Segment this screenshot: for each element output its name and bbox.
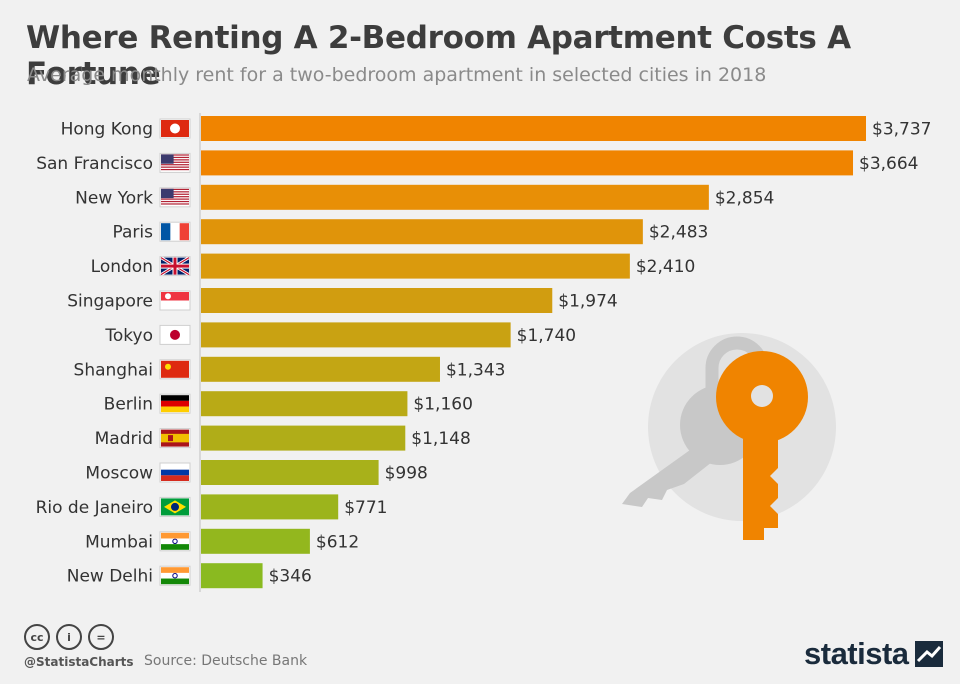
- bar[interactable]: [201, 116, 866, 141]
- flag-hk-icon: [159, 118, 191, 139]
- bar-row: $1,160 Berlin: [104, 391, 473, 417]
- bar-row: $1,740 Tokyo: [104, 322, 576, 348]
- category-label: Rio de Janeiro: [36, 498, 153, 518]
- statista-logo[interactable]: statista: [804, 636, 943, 672]
- category-label: Berlin: [104, 395, 153, 415]
- bar-row: $346 New Delhi: [67, 563, 312, 589]
- data-label: $1,343: [446, 360, 505, 380]
- flag-in-icon: [159, 565, 191, 586]
- bar[interactable]: [201, 219, 643, 245]
- bar[interactable]: [201, 253, 630, 279]
- brand-wordmark: statista: [804, 636, 909, 671]
- source-label: Source: Deutsche Bank: [144, 653, 308, 669]
- bar-row: $998 Moscow: [85, 460, 428, 485]
- bar-row: $2,854 New York: [75, 184, 774, 210]
- category-label: Moscow: [85, 464, 153, 484]
- bar-row: $771 Rio de Janeiro: [36, 494, 387, 520]
- flag-sg-icon: [159, 290, 191, 311]
- bar[interactable]: [201, 563, 263, 589]
- data-label: $3,664: [859, 154, 918, 174]
- category-label: Shanghai: [74, 360, 153, 380]
- data-label: $1,148: [411, 429, 470, 449]
- flag-br-icon: [159, 496, 191, 517]
- category-label: London: [91, 257, 153, 277]
- bar[interactable]: [201, 460, 379, 485]
- data-label: $2,483: [649, 223, 708, 243]
- data-label: $2,410: [636, 257, 695, 277]
- category-label: Paris: [113, 223, 154, 243]
- flag-ru-icon: [159, 462, 191, 483]
- data-label: $612: [316, 532, 359, 552]
- data-label: $1,974: [558, 292, 617, 312]
- flag-cn-icon: [159, 359, 191, 380]
- bar[interactable]: [201, 356, 440, 382]
- category-label: Hong Kong: [61, 120, 153, 140]
- flag-in-icon: [159, 531, 191, 552]
- category-label: Singapore: [67, 292, 153, 312]
- bar[interactable]: [201, 150, 854, 176]
- category-label: San Francisco: [36, 154, 153, 174]
- bar-row: $1,974 Singapore: [67, 288, 618, 313]
- flag-de-icon: [159, 393, 191, 414]
- data-label: $771: [344, 498, 387, 518]
- data-label: $998: [385, 464, 428, 484]
- bar[interactable]: [201, 528, 310, 554]
- data-label: $1,160: [413, 395, 472, 415]
- bar-row: $612 Mumbai: [85, 528, 359, 554]
- category-label: New York: [75, 188, 153, 208]
- bar[interactable]: [201, 184, 709, 210]
- bar[interactable]: [201, 322, 511, 348]
- bar-row: $3,737 Hong Kong: [61, 116, 931, 141]
- no-derivatives-icon[interactable]: =: [88, 624, 114, 650]
- data-label: $1,740: [517, 326, 576, 346]
- cc-icon[interactable]: cc: [24, 624, 50, 650]
- bar-row: $3,664 San Francisco: [36, 150, 918, 176]
- statista-logo-icon: [914, 641, 943, 667]
- page-title: Where Renting A 2-Bedroom Apartment Cost…: [26, 20, 851, 92]
- flag-es-icon: [159, 428, 191, 449]
- bar[interactable]: [201, 494, 339, 520]
- twitter-handle[interactable]: @StatistaCharts: [24, 655, 134, 669]
- category-label: Tokyo: [104, 326, 153, 346]
- page-subtitle: Average monthly rent for a two-bedroom a…: [27, 64, 767, 86]
- source-note: Source: Deutsche Bank: [144, 653, 307, 669]
- flag-fr-icon: [159, 221, 191, 242]
- data-label: $3,737: [872, 120, 931, 140]
- category-label: Mumbai: [85, 532, 153, 552]
- flag-jp-icon: [159, 324, 191, 345]
- key-illustration: [622, 333, 836, 540]
- bar-row: $2,483 Paris: [113, 219, 708, 245]
- license-icons: cc i =: [24, 624, 114, 650]
- flag-us-icon: [159, 187, 191, 208]
- bar[interactable]: [201, 391, 408, 417]
- category-label: Madrid: [95, 429, 153, 449]
- bar-row: $2,410 London: [91, 253, 695, 279]
- bar-row: $1,343 Shanghai: [74, 356, 505, 382]
- bar-row: $1,148 Madrid: [95, 425, 471, 451]
- data-label: $346: [269, 567, 312, 587]
- data-label: $2,854: [715, 188, 774, 208]
- bar[interactable]: [201, 425, 406, 451]
- attribution-icon[interactable]: i: [56, 624, 82, 650]
- category-label: New Delhi: [67, 567, 153, 587]
- flag-gb-icon: [159, 256, 191, 277]
- flag-us-icon: [159, 152, 191, 173]
- bar[interactable]: [201, 288, 553, 313]
- orange-key-icon: [716, 351, 808, 540]
